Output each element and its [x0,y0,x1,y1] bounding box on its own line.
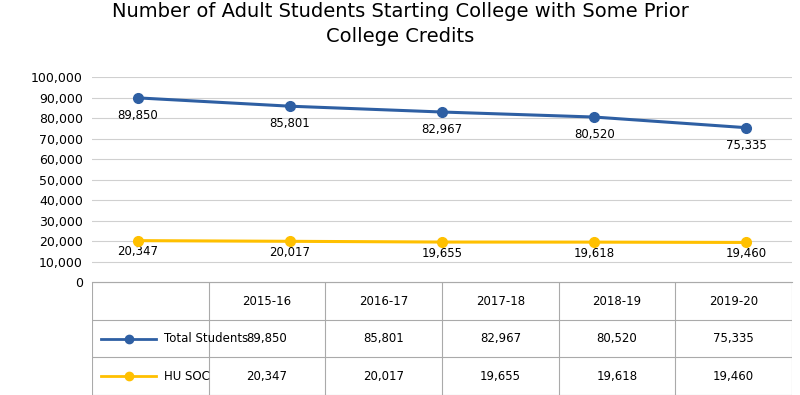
Text: 19,618: 19,618 [597,370,638,383]
Text: Number of Adult Students Starting College with Some Prior
College Credits: Number of Adult Students Starting Colleg… [111,2,689,46]
Text: 80,520: 80,520 [597,332,638,345]
Text: 80,520: 80,520 [574,128,614,141]
Text: 2017-18: 2017-18 [476,295,525,308]
Text: 19,655: 19,655 [480,370,521,383]
Text: 2019-20: 2019-20 [709,295,758,308]
Text: Total Students: Total Students [164,332,249,345]
Text: HU SOC: HU SOC [164,370,210,383]
Text: 85,801: 85,801 [270,117,310,130]
Text: 89,850: 89,850 [118,109,158,122]
Text: 85,801: 85,801 [363,332,404,345]
Text: 75,335: 75,335 [714,332,754,345]
Text: 89,850: 89,850 [246,332,287,345]
Text: 2016-17: 2016-17 [359,295,408,308]
Text: 2015-16: 2015-16 [242,295,291,308]
Text: 19,460: 19,460 [726,247,767,260]
Text: 20,017: 20,017 [363,370,404,383]
Text: 20,017: 20,017 [270,246,310,259]
Text: 19,460: 19,460 [713,370,754,383]
Text: 19,655: 19,655 [422,246,462,260]
Text: 19,618: 19,618 [574,246,614,260]
Text: 82,967: 82,967 [480,332,521,345]
Text: 2018-19: 2018-19 [593,295,642,308]
Text: 20,347: 20,347 [117,245,158,258]
Text: 20,347: 20,347 [246,370,287,383]
Text: 75,335: 75,335 [726,139,766,152]
Text: 82,967: 82,967 [422,123,462,136]
